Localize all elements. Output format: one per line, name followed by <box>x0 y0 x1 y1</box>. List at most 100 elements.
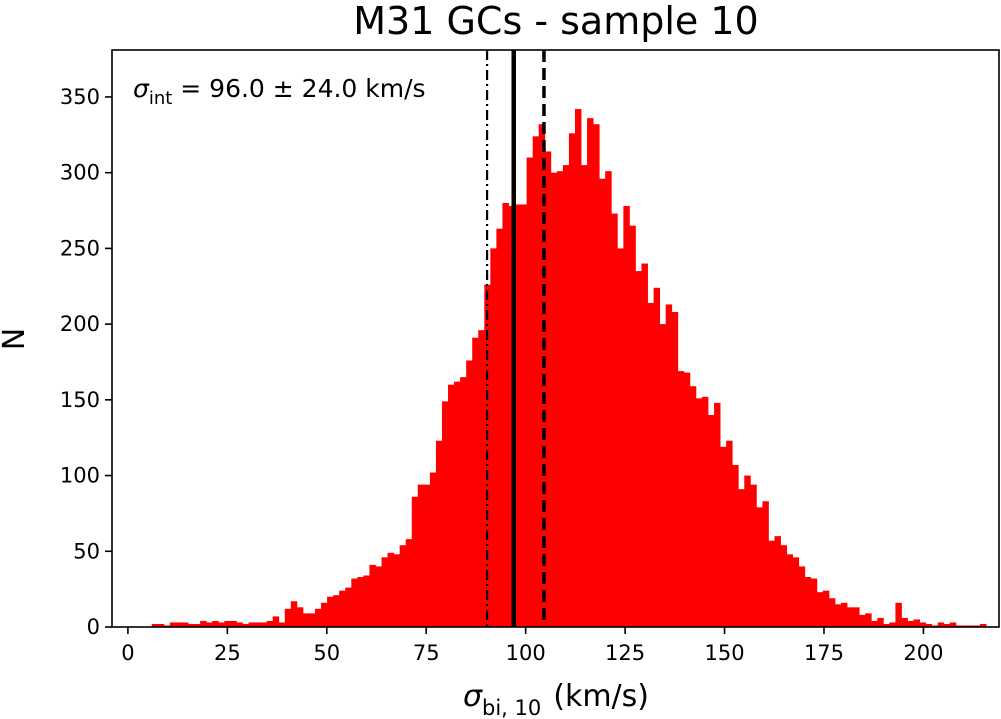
histogram-bar <box>574 109 582 628</box>
histogram-bar <box>756 507 763 627</box>
x-tick-label: 200 <box>903 641 943 665</box>
histogram-bar <box>550 172 558 627</box>
histogram-bar <box>278 622 286 627</box>
x-tick-label: 75 <box>413 641 440 665</box>
histogram-bar <box>889 622 896 627</box>
histogram-bar <box>871 620 878 627</box>
histogram-bar <box>617 248 624 627</box>
plot-frame <box>111 49 1000 628</box>
histogram-bar <box>611 213 618 627</box>
histogram-bar <box>581 165 588 627</box>
y-tick-label: 0 <box>87 615 100 639</box>
histogram-bar <box>200 620 207 627</box>
histogram-bar <box>526 157 534 627</box>
histogram-bar <box>774 536 781 627</box>
y-axis-ticks: 0 50 100 150 200 250 300 350 <box>60 85 112 639</box>
histogram-bar <box>188 623 195 627</box>
histogram-bar <box>544 151 552 627</box>
y-tick-label: 200 <box>60 312 100 336</box>
histogram-bar <box>302 613 310 627</box>
histogram-bar <box>284 608 292 627</box>
histogram-bar <box>853 607 860 627</box>
x-label-unit: (km/s) <box>553 679 649 714</box>
histogram-bar <box>768 540 775 627</box>
x-label-symbol: σ <box>463 679 483 714</box>
histogram-bar <box>943 623 951 627</box>
histogram-bar <box>689 386 697 627</box>
histogram-bar <box>242 623 249 627</box>
histogram-bar <box>460 377 467 627</box>
histogram-bar <box>919 622 927 627</box>
histogram-bar <box>175 622 183 627</box>
histogram-bar <box>441 401 449 627</box>
histogram-bar <box>641 263 648 627</box>
histogram-bar <box>321 602 328 627</box>
histogram-bar <box>568 133 576 628</box>
histogram-bar <box>798 566 806 627</box>
histogram-bar <box>466 360 473 627</box>
y-tick-label: 50 <box>73 539 100 563</box>
histogram-bar <box>901 617 908 627</box>
histogram-bar <box>647 302 654 627</box>
histogram-bar <box>695 398 703 627</box>
histogram-bar <box>369 564 376 627</box>
histogram-bar <box>865 613 872 627</box>
histogram-bar <box>925 623 933 627</box>
histogram-bar <box>822 590 830 627</box>
histogram-bar <box>230 620 237 627</box>
y-tick-label: 150 <box>60 388 100 412</box>
histogram-bar <box>387 552 395 627</box>
histogram-bar <box>562 165 570 627</box>
histogram-bar <box>290 601 298 627</box>
histogram-bar <box>599 178 606 627</box>
histogram-bar <box>357 577 364 627</box>
y-tick-label: 250 <box>60 236 100 260</box>
histogram-bar <box>405 539 413 627</box>
histogram-bar <box>308 613 316 627</box>
x-axis-ticks: 0 25 50 75 100 125 150 175 200 <box>121 627 943 665</box>
y-axis-label: N <box>0 328 32 350</box>
histogram-bar <box>490 248 497 627</box>
histogram-bar <box>520 204 528 627</box>
histogram-bar <box>605 171 612 628</box>
histogram-bar <box>629 225 636 627</box>
y-tick-label: 100 <box>60 464 100 488</box>
histogram-bar <box>532 136 540 628</box>
histogram-bar <box>587 118 594 628</box>
histogram-bar <box>333 595 340 627</box>
histogram-bar <box>913 619 921 627</box>
histogram-bar <box>194 623 201 627</box>
histogram-bar <box>448 384 455 627</box>
histogram-bar <box>810 578 818 627</box>
histogram-bar <box>206 622 213 627</box>
histogram-bar <box>423 484 431 627</box>
histogram-bar <box>738 489 745 627</box>
histogram-bar <box>345 587 352 627</box>
histogram-bar <box>804 577 812 627</box>
histogram-bar <box>393 554 401 627</box>
histogram-bar <box>514 204 521 627</box>
histogram-bar <box>665 304 673 627</box>
y-tick-label: 300 <box>60 161 100 185</box>
histogram-bar <box>949 622 957 627</box>
histogram-bar <box>714 402 721 627</box>
histogram-bar <box>980 623 987 627</box>
histogram-bar <box>538 124 546 628</box>
histogram-bar <box>236 622 243 627</box>
histogram-bar <box>260 622 268 627</box>
x-axis-label: σbi, 10 (km/s) <box>463 679 649 719</box>
histogram-bar <box>182 622 189 627</box>
histogram-bar <box>411 496 419 627</box>
histogram-bar <box>726 440 733 627</box>
histogram-bar <box>472 337 479 627</box>
histogram-bar <box>218 622 225 627</box>
histogram-bar <box>834 604 842 627</box>
histogram-bar <box>151 623 159 627</box>
annotation-subscript: int <box>149 88 172 109</box>
histogram-bar <box>732 464 739 627</box>
vertical-lines <box>485 50 546 627</box>
histogram-bar <box>363 575 370 627</box>
histogram-bar <box>659 324 667 627</box>
histogram-bar <box>399 545 407 627</box>
